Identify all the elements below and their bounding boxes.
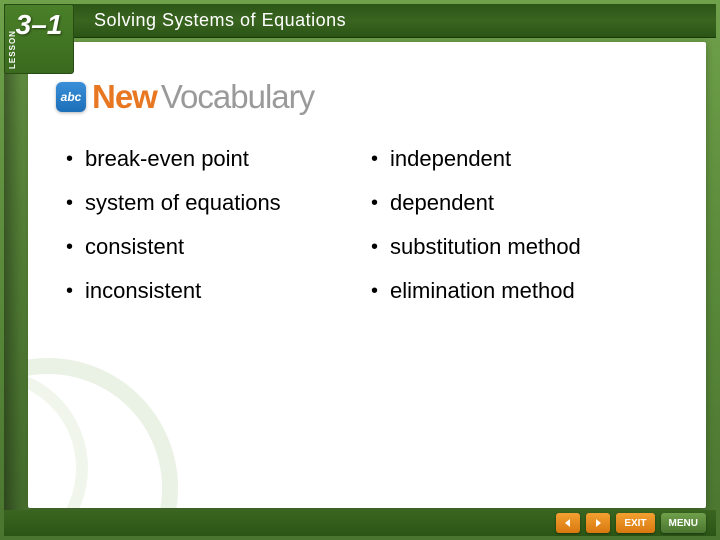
vocab-item: independent xyxy=(371,146,676,172)
vocabulary-label: Vocabulary xyxy=(161,78,314,116)
vocab-columns: break-even point system of equations con… xyxy=(66,146,676,322)
vocab-item: break-even point xyxy=(66,146,371,172)
lesson-tab: LESSON 3–1 xyxy=(4,4,74,74)
vocab-col-right: independent dependent substitution metho… xyxy=(371,146,676,322)
vocab-item: substitution method xyxy=(371,234,676,260)
next-button[interactable] xyxy=(586,513,610,533)
bottom-nav-bar: EXIT MENU xyxy=(4,510,716,536)
lesson-label: LESSON xyxy=(8,30,17,69)
vocab-col-left: break-even point system of equations con… xyxy=(66,146,371,322)
lesson-number: 3–1 xyxy=(16,9,63,41)
vocab-header: abc New Vocabulary xyxy=(56,78,314,116)
chapter-title: Solving Systems of Equations xyxy=(94,10,346,31)
header-bar: Solving Systems of Equations xyxy=(4,4,716,38)
vocab-item: elimination method xyxy=(371,278,676,304)
vocab-item: dependent xyxy=(371,190,676,216)
new-label: New xyxy=(92,78,157,116)
content-panel: abc New Vocabulary break-even point syst… xyxy=(28,42,706,508)
exit-button[interactable]: EXIT xyxy=(616,513,654,533)
prev-button[interactable] xyxy=(556,513,580,533)
vocab-item: system of equations xyxy=(66,190,371,216)
vocab-item: consistent xyxy=(66,234,371,260)
abc-badge-icon: abc xyxy=(56,82,86,112)
menu-button[interactable]: MENU xyxy=(661,513,706,533)
slide-frame: Solving Systems of Equations LESSON 3–1 … xyxy=(0,0,720,540)
arrow-left-icon xyxy=(563,518,573,528)
arrow-right-icon xyxy=(593,518,603,528)
vocab-item: inconsistent xyxy=(66,278,371,304)
left-shadow xyxy=(4,38,28,510)
